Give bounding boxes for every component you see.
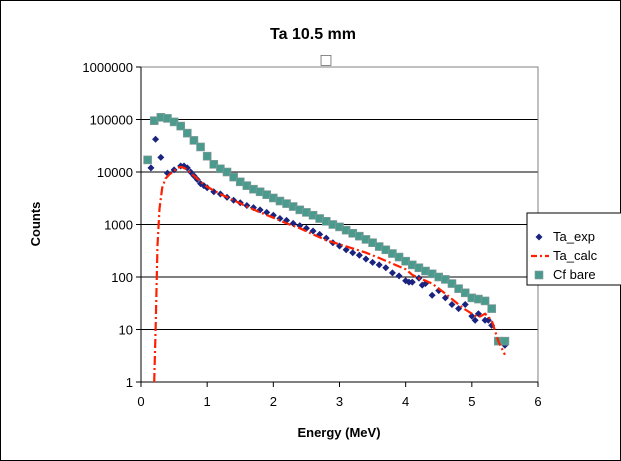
data-point xyxy=(388,269,396,277)
x-axis-title: Energy (MeV) xyxy=(297,425,380,440)
y-tick-label: 10 xyxy=(119,323,133,338)
chart-title: Ta 10.5 mm xyxy=(270,26,356,43)
x-tick-label: 6 xyxy=(534,394,541,409)
data-point xyxy=(196,142,205,152)
data-point xyxy=(447,279,457,288)
data-point xyxy=(395,272,403,280)
data-point xyxy=(362,255,370,263)
series-cf-bare xyxy=(143,113,510,346)
y-tick-label: 1000 xyxy=(104,218,133,233)
data-point xyxy=(289,219,297,227)
data-point xyxy=(157,153,165,161)
chart-subtitle-glyph: □ xyxy=(319,52,332,68)
data-point xyxy=(408,278,416,286)
legend-marker xyxy=(535,233,543,241)
data-point xyxy=(500,336,510,346)
data-point xyxy=(309,227,317,235)
x-tick-label: 5 xyxy=(468,394,475,409)
data-point xyxy=(471,316,479,324)
data-point xyxy=(222,167,232,177)
data-point xyxy=(143,155,152,165)
data-point xyxy=(448,300,456,308)
data-point xyxy=(349,249,357,257)
data-point xyxy=(355,251,363,259)
data-point xyxy=(461,300,469,308)
data-point xyxy=(152,135,160,143)
legend-label: Cf bare xyxy=(553,267,596,282)
data-point xyxy=(202,151,212,161)
data-point xyxy=(209,160,219,169)
data-point xyxy=(296,222,304,230)
y-axis-title: Counts xyxy=(28,202,43,247)
data-point xyxy=(369,258,377,266)
y-tick-label: 100 xyxy=(111,270,133,285)
legend: Ta_exp Ta_calc Cf bare xyxy=(526,212,621,286)
x-tick-label: 4 xyxy=(402,394,409,409)
y-tick-label: 100000 xyxy=(90,113,133,128)
x-tick-label: 1 xyxy=(204,394,211,409)
series-ta-calc xyxy=(153,165,506,383)
data-point xyxy=(375,261,383,269)
y-tick-label: 1 xyxy=(126,375,133,390)
y-tick-label: 10000 xyxy=(97,165,133,180)
x-tick-label: 3 xyxy=(336,394,343,409)
grid-lines xyxy=(141,119,538,330)
legend-marker xyxy=(534,270,544,280)
series-line xyxy=(153,165,506,383)
data-point xyxy=(276,215,284,223)
data-point xyxy=(468,312,476,320)
x-tick-label: 0 xyxy=(137,394,144,409)
data-point xyxy=(189,136,199,145)
y-tick-label: 1000000 xyxy=(82,60,133,75)
series-ta-exp xyxy=(147,135,509,349)
series-layer xyxy=(143,113,510,383)
data-point xyxy=(176,121,185,131)
data-point xyxy=(229,172,238,182)
legend-label: Ta_calc xyxy=(553,248,598,263)
data-point xyxy=(382,264,390,272)
data-point xyxy=(460,288,470,298)
data-point xyxy=(183,128,192,138)
data-point xyxy=(428,291,436,299)
data-point xyxy=(480,296,490,306)
data-point xyxy=(263,208,271,216)
legend-label: Ta_exp xyxy=(553,229,595,244)
data-point xyxy=(147,164,155,172)
x-tick-label: 2 xyxy=(270,394,277,409)
data-point xyxy=(487,304,496,313)
